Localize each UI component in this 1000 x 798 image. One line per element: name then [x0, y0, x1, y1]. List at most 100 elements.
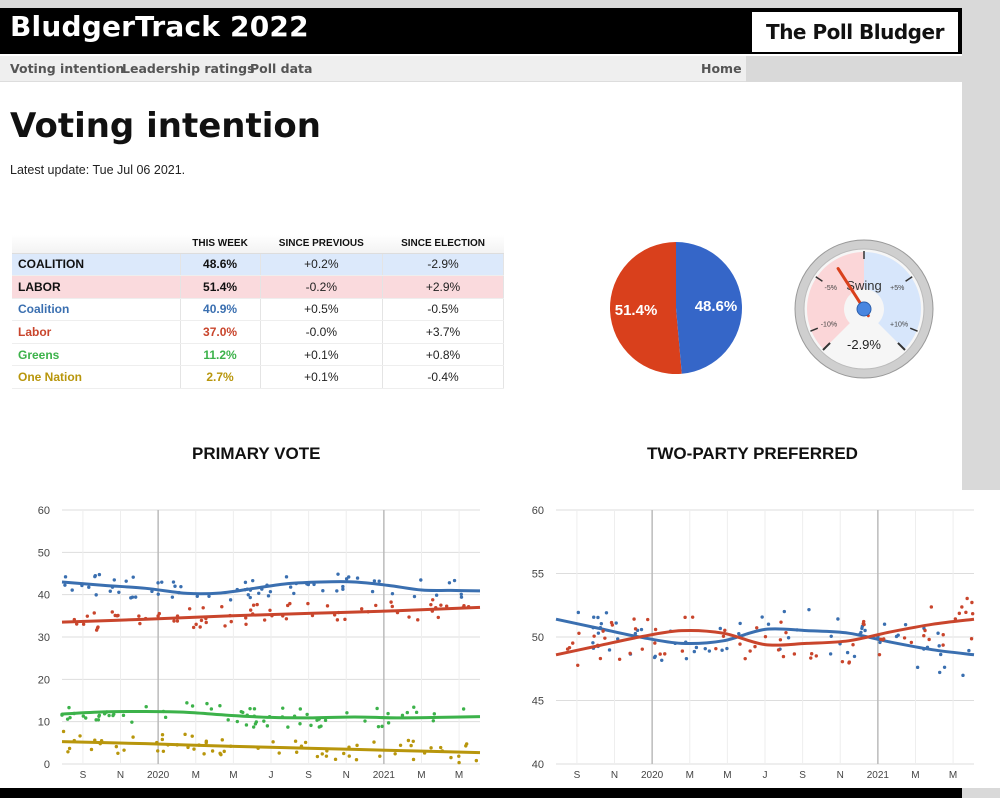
nav-leadership-ratings[interactable]: Leadership ratings — [122, 61, 255, 76]
poll-dot — [692, 649, 697, 654]
poll-dot — [235, 719, 240, 724]
poll-dot — [452, 578, 457, 583]
poll-dot — [690, 615, 695, 619]
poll-dot — [386, 711, 390, 716]
poll-dot — [63, 583, 67, 587]
poll-dot — [755, 626, 759, 630]
poll-dot — [882, 622, 887, 626]
poll-dot — [372, 740, 376, 744]
x-tick-label: M — [229, 770, 237, 781]
poll-dot — [363, 719, 367, 723]
poll-dot — [66, 750, 70, 754]
poll-dot — [628, 651, 632, 656]
poll-dot — [683, 615, 687, 620]
nav-voting-intention[interactable]: Voting intention — [10, 61, 125, 76]
poll-dot — [721, 634, 726, 638]
poll-dot — [380, 724, 384, 729]
poll-dot — [640, 647, 644, 651]
poll-dot — [160, 737, 165, 742]
poll-dot — [251, 725, 256, 729]
poll-dot — [97, 713, 102, 717]
poll-dot — [881, 638, 885, 642]
x-tick-label: J — [763, 770, 768, 781]
poll-dot — [457, 760, 461, 765]
poll-dot — [633, 631, 638, 636]
gauge-svg: -5% +5% -10% +10% Swing -2.9% — [794, 239, 934, 379]
poll-dot — [786, 636, 791, 640]
poll-dot — [209, 707, 214, 711]
tpp-title: TWO-PARTY PREFERRED — [647, 444, 858, 463]
poll-dot — [268, 589, 273, 594]
poll-dot — [284, 617, 289, 621]
poll-dot — [116, 751, 120, 755]
poll-dot — [603, 636, 607, 640]
poll-dot — [262, 618, 267, 622]
y-tick-label: 0 — [44, 759, 50, 771]
poll-dot — [927, 637, 931, 642]
page-title: Voting intention — [10, 106, 321, 146]
poll-dot — [67, 746, 72, 751]
header-since-previous: SINCE PREVIOUS — [260, 235, 383, 254]
poll-dot — [341, 587, 345, 591]
poll-dot — [244, 622, 248, 627]
poll-dot — [738, 642, 742, 646]
pie-label: 51.4% — [615, 302, 658, 319]
poll-dot — [939, 652, 943, 657]
poll-dot — [315, 754, 320, 759]
poll-dot — [243, 580, 248, 585]
site-title[interactable]: BludgerTrack 2022 — [10, 10, 309, 43]
poll-dot — [170, 595, 175, 599]
poll-dot — [449, 755, 453, 760]
poll-dot — [852, 654, 857, 659]
tpp-pie-chart: 51.4% 48.6% — [608, 240, 744, 376]
nav-poll-data[interactable]: Poll data — [250, 61, 313, 76]
poll-dot — [409, 743, 413, 748]
poll-dot — [763, 634, 768, 639]
poll-dot — [341, 584, 345, 589]
y-tick-label: 55 — [532, 569, 544, 581]
poll-dot — [284, 575, 289, 579]
poll-dot — [251, 578, 255, 583]
poll-dot — [199, 618, 204, 623]
pie-svg: 51.4% 48.6% — [610, 242, 742, 374]
swing-gauge: -5% +5% -10% +10% Swing -2.9% — [794, 239, 934, 379]
poll-dot — [639, 627, 644, 632]
poll-dot — [89, 747, 94, 752]
poll-dot — [277, 751, 281, 755]
poll-dot — [617, 657, 622, 661]
gauge-tick-label: +5% — [890, 285, 904, 292]
x-tick-label: N — [837, 770, 844, 781]
poll-dot — [432, 712, 437, 716]
x-tick-label: M — [455, 770, 463, 781]
poll-dot — [760, 615, 764, 619]
poll-dot — [653, 627, 658, 632]
poll-dot — [229, 619, 233, 624]
poll-dot — [609, 620, 614, 625]
poll-dot — [411, 757, 416, 762]
brand-logo[interactable]: The Poll Bludger — [750, 10, 960, 54]
x-tick-label: N — [611, 770, 618, 781]
poll-dot — [723, 628, 727, 633]
since-election-value: -0.4% — [382, 365, 504, 390]
poll-dot — [942, 665, 947, 669]
poll-dot — [244, 723, 249, 727]
party-name: One Nation — [12, 365, 181, 390]
poll-dot — [720, 648, 724, 652]
x-tick-label: M — [723, 770, 731, 781]
poll-dot — [653, 654, 657, 659]
poll-dot — [94, 718, 98, 722]
poll-dot — [903, 622, 908, 627]
poll-dot — [175, 619, 180, 623]
poll-dot — [738, 621, 742, 626]
latest-update: Latest update: Tue Jul 06 2021. — [10, 163, 185, 177]
poll-dot — [122, 748, 126, 752]
poll-dot — [130, 720, 134, 724]
poll-dot — [61, 729, 66, 734]
x-tick-label: 2020 — [147, 770, 170, 781]
nav-home[interactable]: Home — [701, 61, 742, 76]
this-week-value: 40.9% — [180, 298, 261, 322]
poll-dot — [288, 601, 292, 606]
poll-dot — [412, 594, 417, 599]
poll-dot — [965, 596, 969, 601]
poll-dot — [616, 637, 620, 641]
